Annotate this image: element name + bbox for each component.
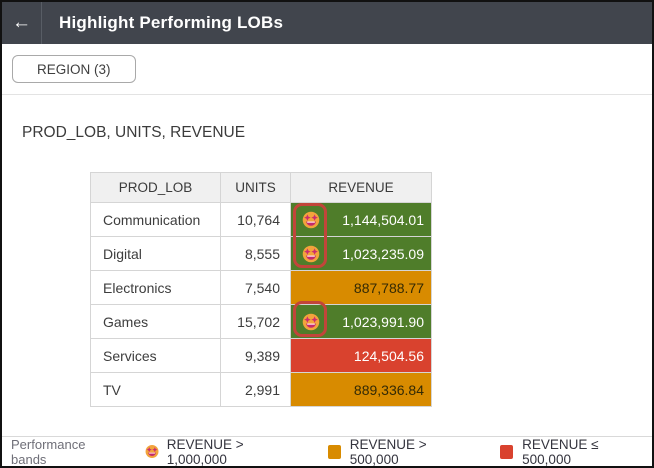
region-filter-button[interactable]: REGION (3) — [12, 55, 136, 83]
legend-item-label: REVENUE > 500,000 — [349, 436, 427, 467]
region-filter-label: REGION (3) — [37, 61, 111, 77]
units-cell[interactable]: 10,764 — [220, 202, 291, 237]
revenue-value: 889,336.84 — [353, 381, 424, 398]
header-divider — [41, 2, 42, 44]
revenue-cell[interactable]: 124,504.56 — [290, 338, 432, 373]
star-struck-emoji-icon — [145, 444, 159, 459]
prod-lob-cell[interactable]: TV — [90, 372, 221, 407]
star-struck-emoji-icon — [302, 313, 320, 331]
star-struck-emoji-icon — [302, 245, 320, 263]
star-struck-emoji-icon — [302, 211, 320, 229]
prod-lob-cell[interactable]: Digital — [90, 236, 221, 271]
orange-band-swatch — [327, 444, 341, 459]
table-row[interactable]: Electronics 7,540 887,788.77 — [90, 270, 432, 305]
page-title: Highlight Performing LOBs — [59, 13, 284, 32]
revenue-value: 887,788.77 — [353, 279, 424, 296]
revenue-cell[interactable]: 887,788.77 — [290, 270, 432, 305]
app-header: ← Highlight Performing LOBs — [2, 2, 652, 44]
revenue-value: 124,504.56 — [353, 347, 424, 364]
column-header-prod-lob[interactable]: PROD_LOB — [90, 172, 221, 203]
column-header-units[interactable]: UNITS — [220, 172, 291, 203]
table-row[interactable]: Services 9,389 124,504.56 — [90, 338, 432, 373]
revenue-value: 1,023,235.09 — [342, 245, 424, 262]
units-cell[interactable]: 9,389 — [220, 338, 291, 373]
revenue-cell[interactable]: 1,144,504.01 — [290, 202, 432, 237]
table-row[interactable]: Digital 8,555 1,023,235.09 — [90, 236, 432, 271]
prod-lob-cell[interactable]: Communication — [90, 202, 221, 237]
back-arrow-icon: ← — [12, 12, 31, 33]
column-header-revenue[interactable]: REVENUE — [290, 172, 432, 203]
revenue-cell[interactable]: 889,336.84 — [290, 372, 432, 407]
prod-lob-cell[interactable]: Services — [90, 338, 221, 373]
units-cell[interactable]: 2,991 — [220, 372, 291, 407]
lob-table: PROD_LOB UNITS REVENUE Communication 10,… — [90, 172, 432, 407]
legend-item-mid-band: REVENUE > 500,000 — [327, 436, 471, 467]
table-row[interactable]: Communication 10,764 1,144,504.01 — [90, 202, 432, 237]
revenue-cell[interactable]: 1,023,235.09 — [290, 236, 432, 271]
performance-bands-legend: Performance bands REVENUE > 1,000,000 RE… — [2, 436, 652, 467]
prod-lob-cell[interactable]: Games — [90, 304, 221, 339]
units-cell[interactable]: 15,702 — [220, 304, 291, 339]
visualization-title: PROD_LOB, UNITS, REVENUE — [22, 124, 246, 141]
revenue-cell[interactable]: 1,023,991.90 — [290, 304, 432, 339]
legend-item-label: REVENUE ≤ 500,000 — [522, 436, 599, 467]
units-cell[interactable]: 8,555 — [220, 236, 291, 271]
legend-item-low-band: REVENUE ≤ 500,000 — [500, 437, 643, 467]
revenue-value: 1,144,504.01 — [342, 211, 424, 228]
units-cell[interactable]: 7,540 — [220, 270, 291, 305]
table-header-row: PROD_LOB UNITS REVENUE — [90, 172, 432, 203]
legend-item-top-band: REVENUE > 1,000,000 — [145, 437, 299, 467]
back-button[interactable]: ← — [2, 2, 41, 44]
prod-lob-cell[interactable]: Electronics — [90, 270, 221, 305]
table-row[interactable]: Games 15,702 1,023,991.90 — [90, 304, 432, 339]
legend-item-label: REVENUE > 1,000,000 — [166, 436, 244, 467]
filter-bar: REGION (3) — [2, 44, 652, 95]
legend-title: Performance bands — [11, 436, 86, 467]
revenue-value: 1,023,991.90 — [342, 313, 424, 330]
red-band-swatch — [500, 444, 514, 459]
table-row[interactable]: TV 2,991 889,336.84 — [90, 372, 432, 407]
